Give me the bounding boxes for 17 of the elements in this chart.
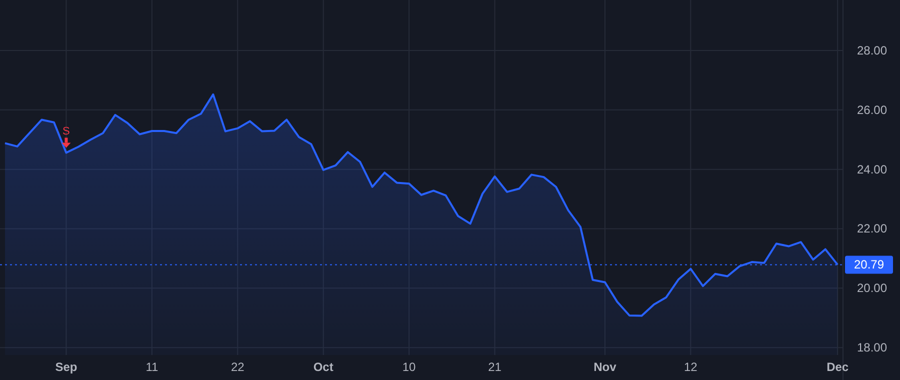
y-tick-label: 20.00: [856, 281, 888, 296]
x-tick-label: Oct: [313, 360, 334, 374]
x-tick-label: 11: [146, 360, 158, 374]
x-tick-label: Sep: [55, 360, 78, 374]
x-tick-label: Nov: [594, 360, 617, 374]
y-tick-label: 28.00: [856, 44, 888, 58]
y-tick-label: 24.00: [856, 162, 888, 176]
y-tick-label: 18.00: [856, 340, 888, 355]
y-tick-label: 26.00: [856, 102, 888, 117]
x-tick-label: 22: [230, 360, 245, 374]
annotation: S: [62, 126, 70, 138]
ref-line-label: 20.79: [854, 258, 884, 272]
x-tick-label: 10: [402, 360, 416, 374]
x-tick-label: 21: [488, 360, 502, 374]
y-tick-label: 22.00: [856, 222, 888, 236]
x-tick-label: 12: [684, 360, 698, 374]
x-tick-label: Dec: [826, 360, 849, 374]
